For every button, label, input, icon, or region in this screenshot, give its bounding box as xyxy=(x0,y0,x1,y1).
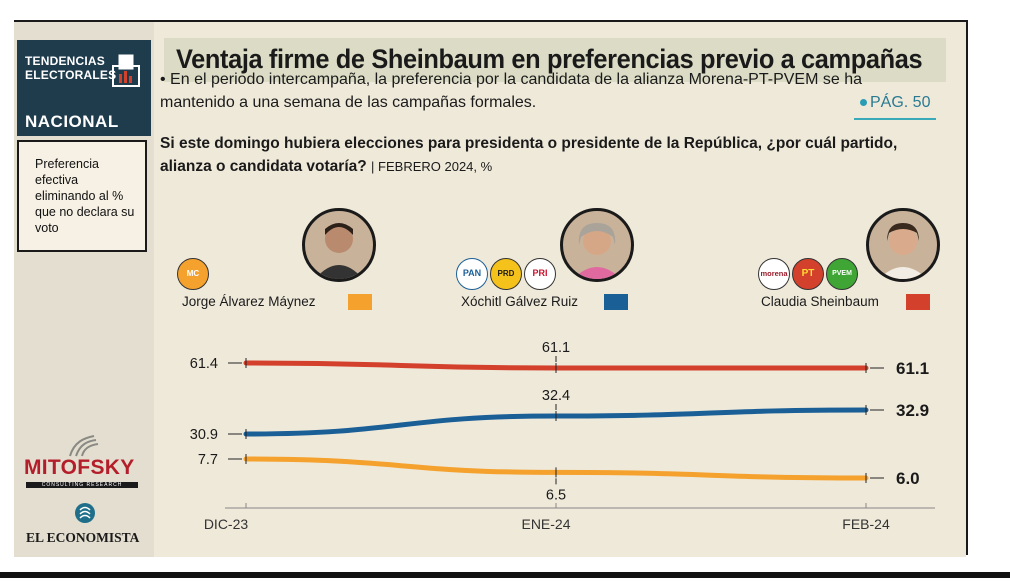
legend-xochitl-label: Xóchitl Gálvez Ruiz xyxy=(461,294,579,309)
question-text: Si este domingo hubiera elecciones para … xyxy=(160,135,898,175)
party-pvem-icon: PVEM xyxy=(826,258,858,290)
bottom-border xyxy=(0,572,1010,578)
data-label-maynez: 6.0 xyxy=(896,469,920,488)
party-mc-icon: MC xyxy=(177,258,209,290)
mitofsky-logo-icon xyxy=(69,435,99,457)
summary-bullet: • En el periodo intercampaña, la prefere… xyxy=(160,71,862,111)
party-pan-icon: PAN xyxy=(456,258,488,290)
x-tick-label: ENE-24 xyxy=(521,516,570,532)
title-bar: Ventaja firme de Sheinbaum en preferenci… xyxy=(164,38,946,82)
maynez-photo-icon xyxy=(302,208,376,282)
party-morena-icon: morena xyxy=(758,258,790,290)
page-reference-underline xyxy=(854,118,936,120)
page-reference: PÁG. 50 xyxy=(860,94,930,112)
sidebar: TENDENCIAS ELECTORALES NACIONAL Preferen… xyxy=(14,22,154,557)
el-economista-logo-icon xyxy=(75,503,95,523)
legend-sheinbaum-label: Claudia Sheinbaum xyxy=(761,294,879,309)
party-pri-icon: PRI xyxy=(524,258,556,290)
mitofsky-subtitle: CONSULTING RESEARCH xyxy=(26,482,138,488)
legend-xochitl-swatch xyxy=(604,294,628,310)
data-label-xochitl: 32.9 xyxy=(896,401,929,420)
chart-description: Preferencia efectiva eliminando al % que… xyxy=(17,140,147,252)
page-dot-icon xyxy=(860,99,867,107)
data-label-sheinbaum: 61.1 xyxy=(896,359,929,378)
x-tick-label: FEB-24 xyxy=(842,516,890,532)
party-prd-icon: PRD xyxy=(490,258,522,290)
badge-title: TENDENCIAS ELECTORALES xyxy=(25,54,116,82)
page-title: Ventaja firme de Sheinbaum en preferenci… xyxy=(176,44,923,74)
el-economista-wordmark: EL ECONOMISTA xyxy=(26,530,140,545)
xochitl-photo-icon xyxy=(560,208,634,282)
page-reference-text: PÁG. 50 xyxy=(870,94,931,111)
data-label-sheinbaum: 61.4 xyxy=(190,356,218,372)
question-date: | FEBRERO 2024, % xyxy=(371,159,493,174)
data-label-maynez: 7.7 xyxy=(198,452,218,468)
mitofsky-wordmark: MITOFSKY xyxy=(24,456,135,479)
ballot-box-icon xyxy=(112,53,140,87)
x-tick-label: DIC-23 xyxy=(204,516,249,532)
data-label-xochitl: 32.4 xyxy=(542,388,570,404)
survey-question: Si este domingo hubiera elecciones para … xyxy=(160,132,940,178)
data-label-xochitl: 30.9 xyxy=(190,427,218,443)
section-badge: TENDENCIAS ELECTORALES NACIONAL xyxy=(17,40,151,136)
data-label-sheinbaum: 61.1 xyxy=(542,340,570,356)
legend-maynez-label: Jorge Álvarez Máynez xyxy=(182,294,316,309)
legend-maynez-swatch xyxy=(348,294,372,310)
badge-line-2: ELECTORALES xyxy=(25,68,117,82)
badge-line-1: TENDENCIAS xyxy=(25,54,106,68)
badge-line-3: NACIONAL xyxy=(25,112,119,131)
data-label-maynez: 6.5 xyxy=(546,487,566,503)
right-border xyxy=(966,20,968,555)
legend-sheinbaum-swatch xyxy=(906,294,930,310)
party-pt-icon: PT xyxy=(792,258,824,290)
sheinbaum-photo-icon xyxy=(866,208,940,282)
